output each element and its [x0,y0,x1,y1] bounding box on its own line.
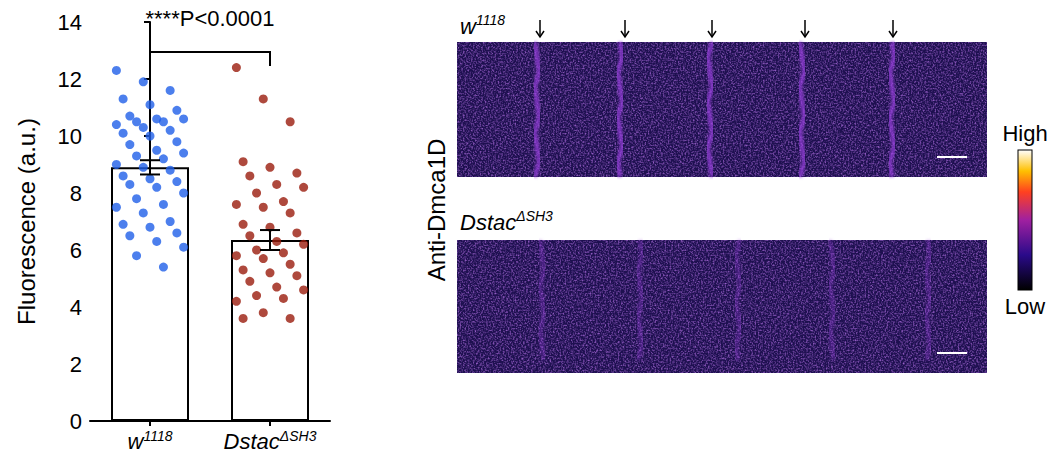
svg-text:Dstac: Dstac [224,429,280,454]
svg-text:12: 12 [58,67,82,92]
svg-text:High: High [1002,121,1047,146]
svg-text:w1118: w1118 [460,12,505,39]
svg-text:****P<0.0001: ****P<0.0001 [145,6,274,31]
svg-text:0: 0 [70,409,82,434]
svg-text:10: 10 [58,124,82,149]
svg-text:w: w [127,428,144,454]
svg-text:ΔSH3: ΔSH3 [279,428,317,444]
svg-text:14: 14 [58,10,82,35]
svg-text:Anti-Dmca1D: Anti-Dmca1D [423,139,450,282]
svg-text:6: 6 [70,238,82,263]
svg-text:DstacΔSH3: DstacΔSH3 [460,208,553,235]
svg-text:Low: Low [1005,294,1045,319]
svg-text:2: 2 [70,352,82,377]
svg-text:4: 4 [70,295,82,320]
svg-text:Fluorescence (a.u.): Fluorescence (a.u.) [13,118,40,325]
svg-text:8: 8 [70,181,82,206]
svg-text:1118: 1118 [143,428,172,444]
